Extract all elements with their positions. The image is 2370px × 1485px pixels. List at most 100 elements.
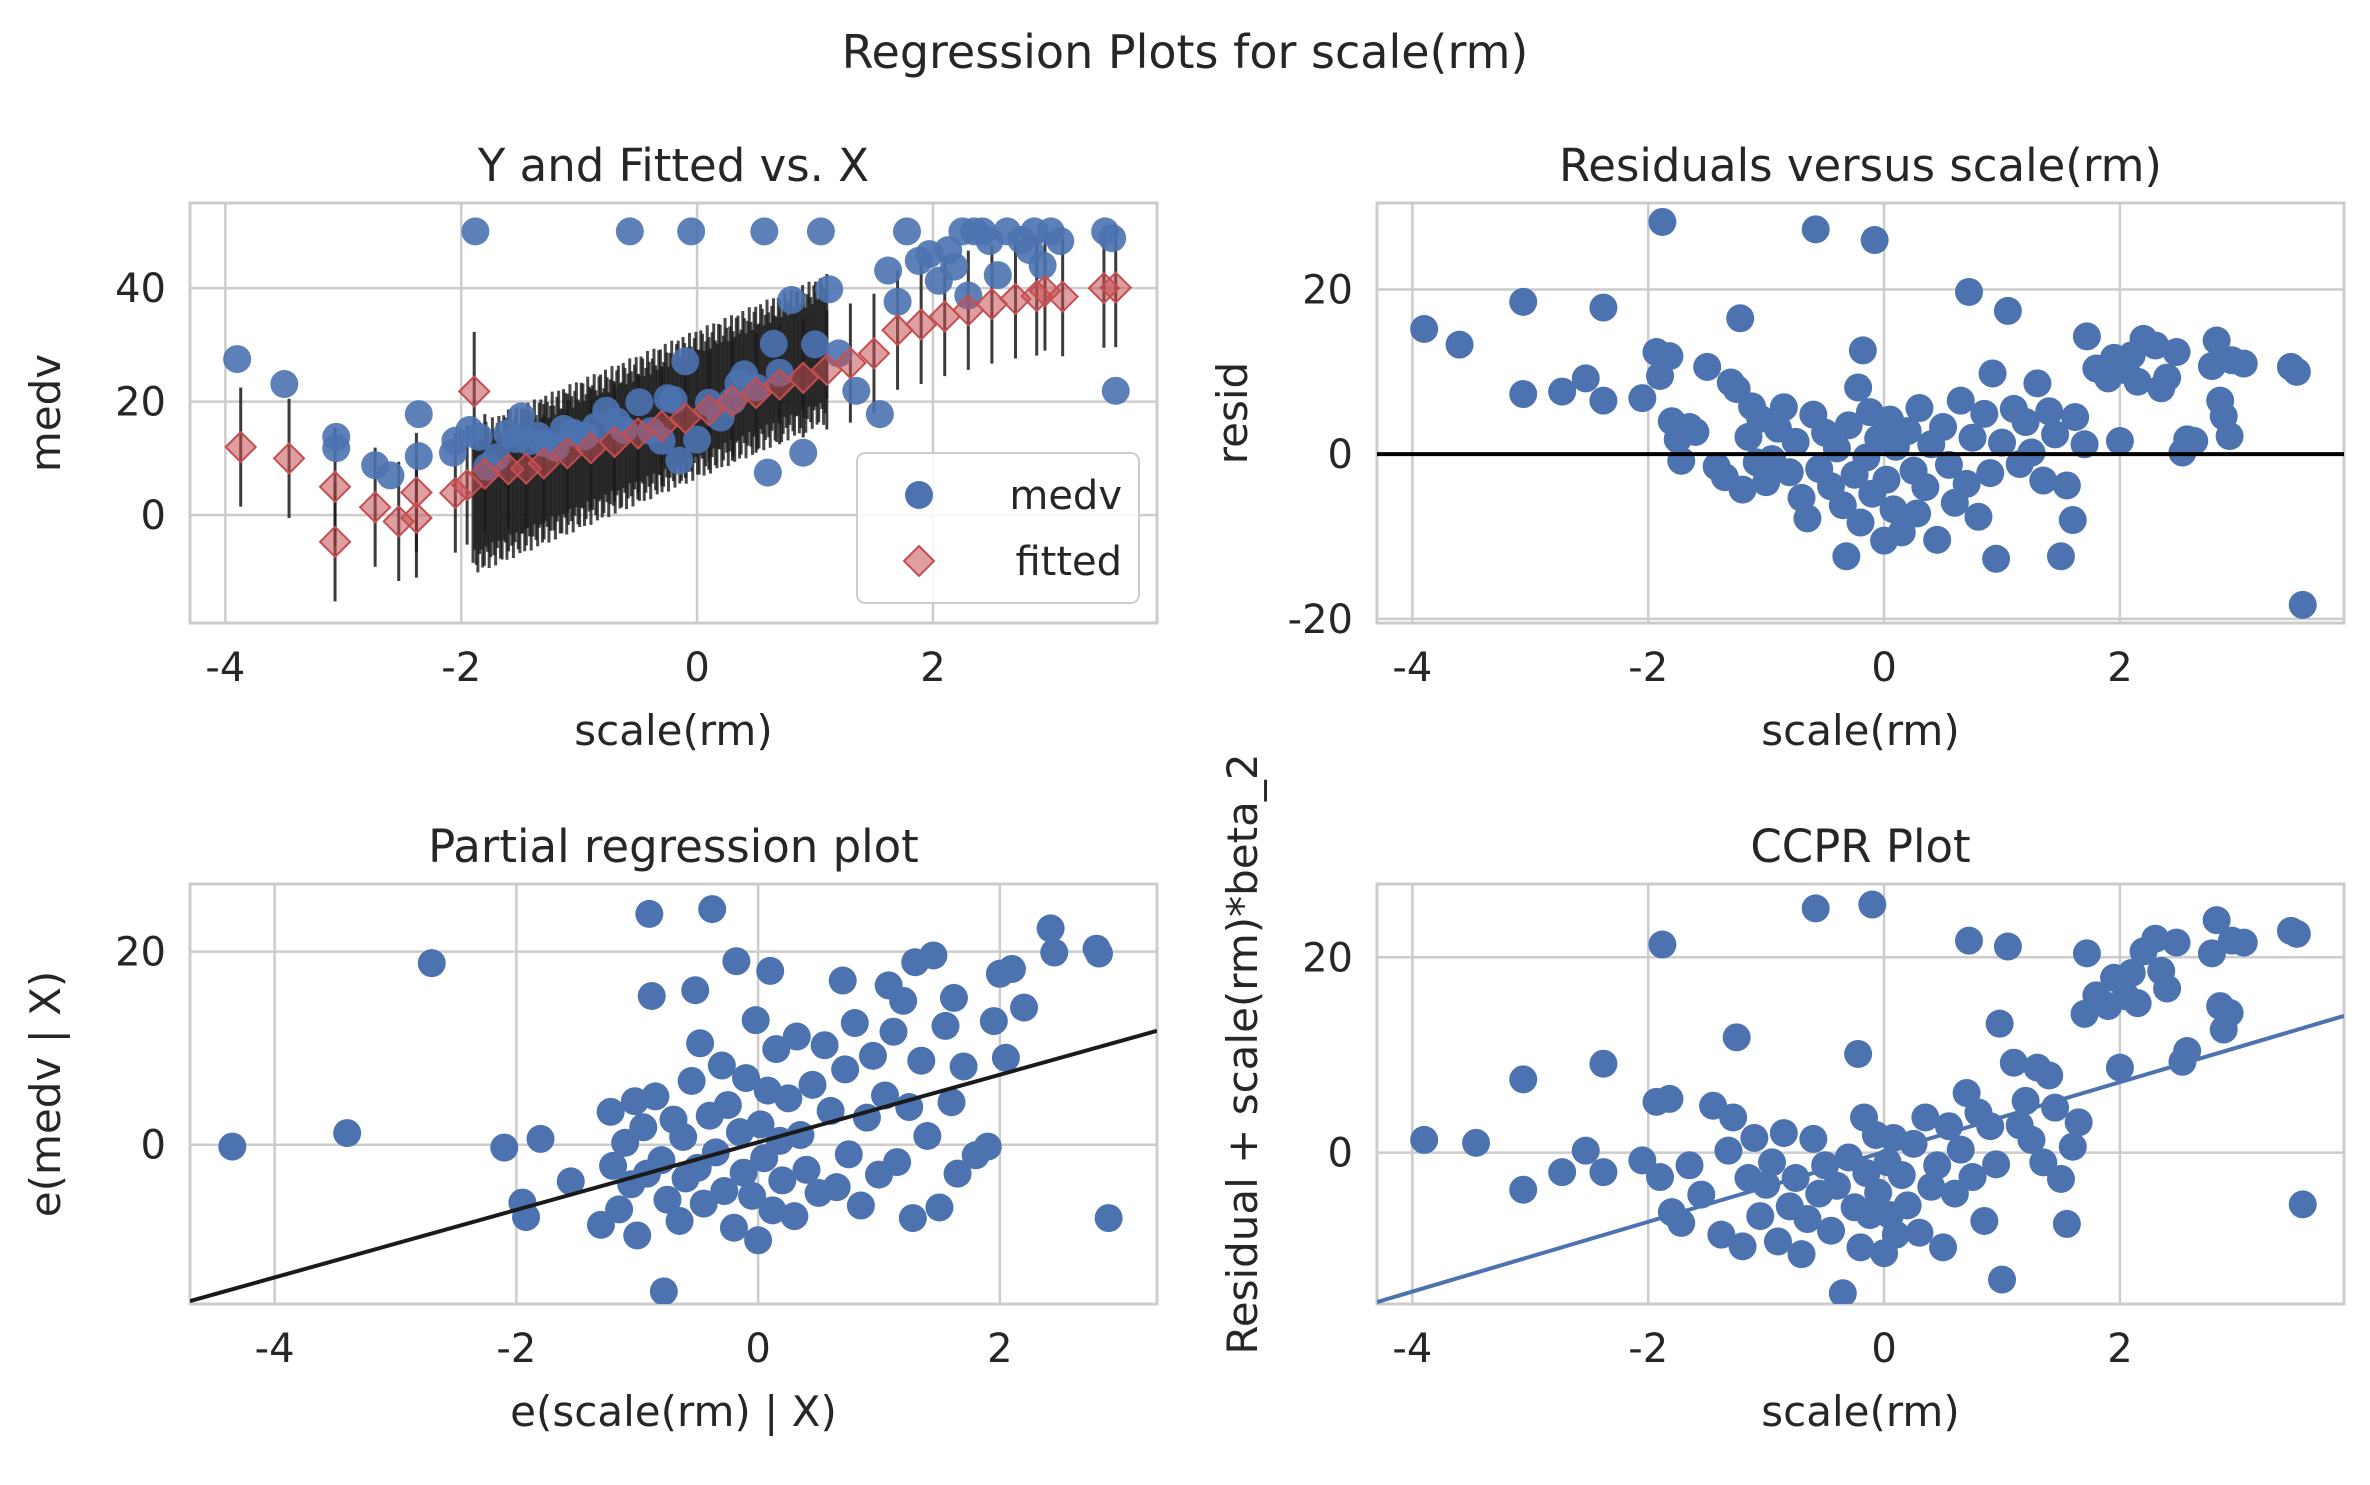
data-point — [949, 1052, 978, 1081]
data-point — [677, 1066, 706, 1095]
data-point — [2029, 466, 2058, 495]
data-point — [810, 1031, 839, 1060]
x-tick-label: -2 — [1628, 645, 1668, 691]
data-point — [828, 966, 857, 995]
fitted-point — [904, 308, 938, 341]
fitted-point — [668, 401, 702, 435]
data-point — [1036, 914, 1065, 943]
data-point — [1655, 1084, 1684, 1113]
fitted-point — [400, 501, 433, 535]
medv-point — [677, 217, 706, 246]
data-point — [741, 1006, 770, 1035]
medv-point — [625, 388, 654, 417]
data-point — [2229, 928, 2258, 957]
data-point — [333, 1119, 362, 1148]
data-point — [2052, 471, 2081, 500]
fit-line — [1377, 1013, 2344, 1304]
data-point — [768, 1166, 797, 1195]
data-point — [1589, 1049, 1618, 1078]
data-point — [1848, 336, 1877, 365]
data-point — [1589, 1158, 1618, 1187]
data-point — [889, 986, 918, 1015]
medv-point — [1098, 224, 1127, 253]
medv-point — [461, 217, 490, 246]
data-point — [1675, 1151, 1704, 1180]
data-point — [1571, 364, 1600, 393]
data-point — [1881, 1220, 1910, 1249]
data-point — [1993, 296, 2022, 325]
data-point — [2035, 397, 2064, 426]
data-point — [1646, 1163, 1675, 1192]
legend-marker-fitted — [902, 544, 936, 578]
data-point — [913, 1122, 942, 1150]
data-point — [686, 1029, 715, 1058]
x-axis-label: scale(rm) — [1761, 706, 1959, 755]
panel-title: CCPR Plot — [1750, 820, 1970, 873]
y-axis-label: resid — [1208, 362, 1257, 464]
data-point — [774, 1084, 803, 1113]
x-axis-label: e(scale(rm) | X) — [510, 1387, 837, 1436]
medv-point — [1101, 376, 1130, 405]
data-point — [689, 1189, 718, 1218]
data-point — [2153, 974, 2182, 1003]
x-tick-label: 0 — [684, 645, 709, 691]
data-point — [1040, 938, 1069, 967]
data-point — [2202, 906, 2231, 935]
fitted-point — [272, 441, 306, 475]
medv-point — [983, 261, 1012, 290]
data-point — [1893, 1191, 1922, 1220]
marks — [1377, 890, 2344, 1304]
data-point — [2072, 322, 2101, 351]
medv-point — [750, 217, 779, 246]
data-point — [1740, 1123, 1769, 1152]
data-point — [665, 1206, 694, 1235]
fitted-point — [457, 375, 491, 408]
data-point — [1923, 525, 1952, 554]
data-point — [2288, 1190, 2317, 1219]
x-tick-label: 0 — [1871, 645, 1896, 691]
fitted-point — [833, 346, 867, 380]
data-point — [1934, 450, 1963, 479]
data-point — [973, 1132, 1002, 1161]
data-point — [1946, 1135, 1975, 1164]
data-point — [1858, 890, 1887, 919]
data-point — [758, 1196, 787, 1225]
data-point — [1010, 993, 1039, 1022]
data-point — [635, 899, 664, 928]
data-point — [822, 1173, 851, 1202]
data-point — [1719, 1103, 1748, 1132]
data-point — [623, 1221, 652, 1250]
data-point — [1714, 1136, 1743, 1165]
y-tick-label: 20 — [115, 380, 166, 426]
data-point — [1903, 499, 1932, 528]
data-point — [1855, 1201, 1884, 1230]
data-point — [605, 1195, 634, 1224]
medv-point — [376, 461, 405, 490]
data-point — [1793, 1205, 1822, 1234]
fit-line — [190, 1028, 1157, 1304]
data-point — [2180, 427, 2209, 455]
data-point — [997, 954, 1026, 983]
data-point — [858, 1041, 887, 1070]
data-point — [2153, 363, 2182, 392]
x-tick-label: -4 — [205, 645, 245, 691]
data-point — [1094, 1204, 1123, 1233]
data-point — [1872, 465, 1901, 494]
x-tick-label: 0 — [745, 1326, 770, 1372]
data-point — [1988, 428, 2017, 457]
y-axis-label: medv — [21, 354, 70, 472]
y-tick-label: -20 — [1288, 597, 1353, 643]
data-point — [879, 1017, 908, 1046]
data-point — [1509, 1065, 1538, 1094]
data-point — [2105, 427, 2134, 455]
data-point — [792, 1155, 821, 1184]
data-point — [698, 895, 727, 924]
data-point — [907, 1046, 936, 1075]
data-point — [1958, 1163, 1987, 1192]
medv-point — [883, 287, 912, 316]
data-point — [782, 1022, 811, 1051]
plot-area — [188, 882, 1159, 1306]
data-point — [2072, 939, 2101, 968]
fitted-point — [318, 470, 352, 504]
